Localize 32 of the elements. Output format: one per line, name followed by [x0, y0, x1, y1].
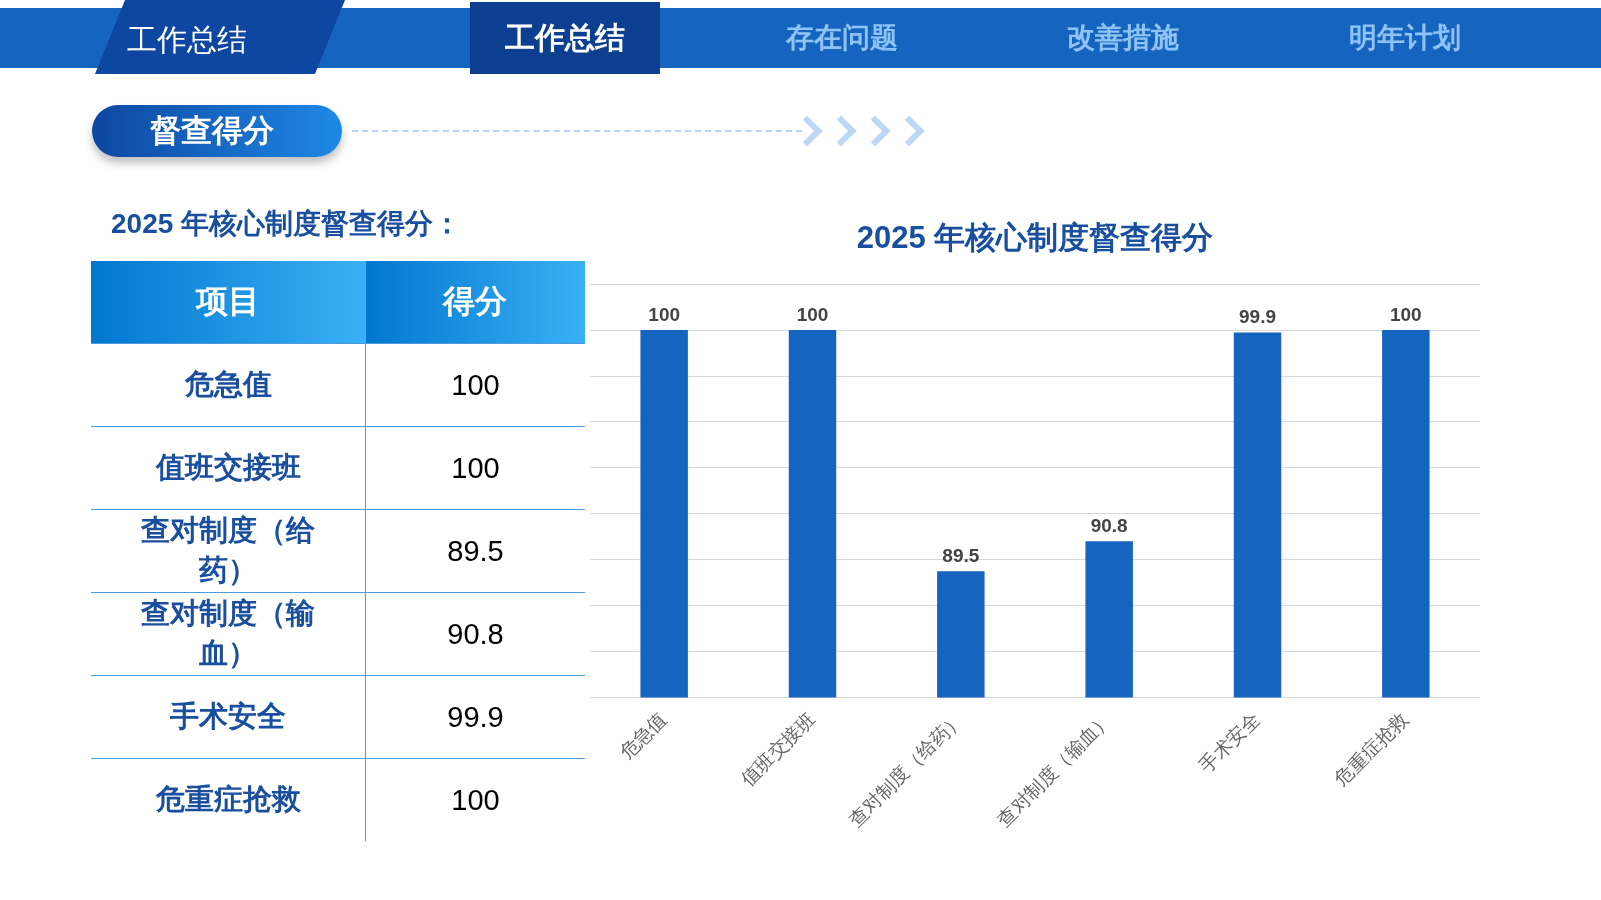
text: 得分	[365, 261, 585, 344]
x-tick-label: 手术安全	[1195, 708, 1265, 777]
text: 99.9	[365, 675, 585, 759]
x-tick-label: 危重症抢救	[1330, 708, 1413, 791]
data-label: 100	[1389, 303, 1422, 325]
text: 工作总结	[470, 2, 660, 74]
text: 2025 年核心制度督查得分：	[111, 207, 462, 241]
text: 100	[365, 426, 585, 510]
x-tick-label: 查对制度（给药）	[845, 708, 968, 831]
text: 100	[365, 343, 585, 427]
chart-title: 2025 年核心制度督查得分	[856, 220, 1214, 256]
x-tick-label: 值班交接班	[737, 708, 820, 791]
text: 改善措施	[1066, 21, 1180, 55]
text: 存在问题	[784, 21, 899, 55]
text: 查对制度（输血）	[91, 592, 366, 676]
text: 100	[365, 758, 585, 841]
text: 90.8	[365, 592, 585, 676]
text: 查对制度（给药）	[91, 509, 366, 593]
x-tick-label: 危急值	[615, 708, 671, 764]
text: 89.5	[365, 509, 585, 593]
text: 项目	[91, 261, 366, 344]
text: 值班交接班	[91, 426, 366, 510]
data-label: 99.9	[1239, 306, 1276, 328]
text: 工作总结	[95, 0, 345, 74]
data-label: 89.5	[942, 544, 980, 566]
text: 明年计划	[1348, 21, 1462, 55]
data-label: 90.8	[1090, 515, 1128, 537]
text: 督查得分	[92, 105, 342, 157]
x-tick-label: 查对制度（输血）	[993, 708, 1116, 831]
text: 危急值	[91, 343, 366, 427]
data-label: 100	[648, 303, 681, 325]
data-label: 100	[796, 303, 829, 325]
